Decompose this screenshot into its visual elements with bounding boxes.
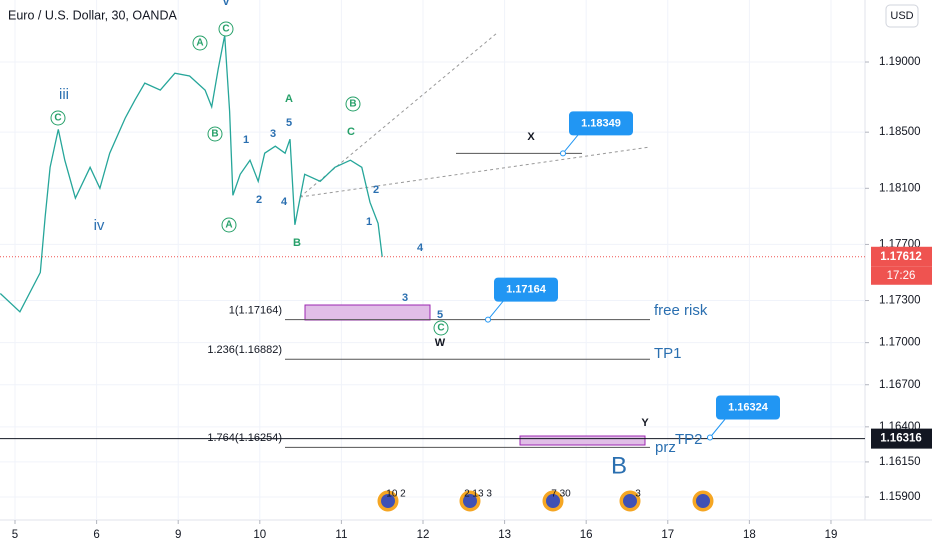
event-icon-inner (696, 494, 710, 508)
wave-label: 1 (243, 134, 249, 146)
x-tick-label: 9 (175, 529, 181, 541)
wave-label: B (349, 99, 356, 110)
wave-label: C (347, 126, 355, 138)
x-tick-label: 19 (825, 529, 838, 541)
callout-label: 1.16324 (728, 401, 769, 413)
chart-title: Euro / U.S. Dollar, 30, OANDA (8, 8, 177, 22)
fib-label: 1.236(1.16882) (207, 344, 282, 356)
wave-circle (192, 35, 208, 51)
x-tick-label: 16 (580, 529, 593, 541)
x-tick-label: 18 (743, 529, 756, 541)
wave-label: 2 (256, 194, 262, 206)
wave-label: A (285, 93, 293, 105)
axes: 1.190001.185001.181001.177001.173001.170… (0, 0, 921, 541)
crosshair-box (871, 428, 932, 449)
wave-circle (221, 217, 237, 233)
wave-label: 1 (366, 216, 372, 228)
wave-circle (345, 96, 361, 112)
callout-point (707, 434, 713, 441)
x-tick-label: 12 (417, 529, 430, 541)
wave-label: free risk (654, 302, 708, 319)
wave-label: C (437, 323, 444, 334)
callout-box (494, 277, 558, 302)
countdown-box (871, 266, 932, 285)
fib-label: 1.764(1.16254) (207, 432, 282, 444)
wave-label: Y (641, 417, 649, 429)
wave-label: A (196, 38, 203, 49)
callout-box (569, 111, 633, 136)
event-icon-inner (546, 494, 560, 508)
x-tick-label: 5 (12, 529, 18, 541)
y-tick-label: 1.19000 (879, 56, 921, 68)
y-tick-label: 1.17000 (879, 337, 921, 349)
y-tick-label: 1.15900 (879, 491, 921, 503)
wave-label: B (293, 237, 301, 249)
x-tick-label: 10 (253, 529, 266, 541)
zone-box (519, 435, 646, 446)
currency-badge[interactable] (885, 4, 919, 28)
x-tick-label: 6 (93, 529, 99, 541)
last-price-box (871, 246, 932, 267)
fib-label: 1(1.17164) (229, 305, 282, 317)
price-line (0, 35, 383, 313)
event-label: 3 (635, 489, 641, 500)
wave-label: v (223, 0, 230, 8)
event-icon-inner (463, 494, 477, 508)
event-label: 7 30 (551, 489, 571, 500)
x-tick-label: 11 (335, 529, 347, 541)
callout-box (716, 395, 780, 420)
wave-circle (218, 21, 234, 37)
countdown-label: 17:26 (887, 270, 916, 282)
wave-label: iii (59, 86, 69, 103)
y-tick-label: 1.16150 (879, 456, 921, 468)
y-tick-label: 1.18500 (879, 126, 921, 138)
wave-label: C (222, 24, 229, 35)
zone-box (304, 304, 431, 321)
wave-circle (50, 110, 66, 126)
currency: USD (890, 10, 913, 22)
crosshair-label: 1.16316 (880, 433, 922, 445)
wave-label: C (54, 113, 61, 124)
wave-label: prz (655, 439, 676, 456)
last-price-label: 1.17612 (880, 251, 922, 263)
event-icon-inner (381, 494, 395, 508)
callout-point (485, 316, 491, 323)
event-label: 2 13 3 (464, 489, 492, 500)
y-tick-label: 1.16700 (879, 379, 921, 391)
wave-label: 3 (270, 128, 276, 140)
wave-circle (207, 126, 223, 142)
callout-label: 1.18349 (581, 117, 621, 129)
event-icon-inner (623, 494, 637, 508)
wave-label: TP2 (675, 431, 703, 448)
trendline (299, 146, 651, 198)
callout-point (560, 150, 566, 157)
wave-label: TP1 (654, 345, 682, 362)
wave-label: iv (94, 217, 105, 234)
wave-label: 5 (437, 309, 443, 321)
x-tick-label: 13 (498, 529, 511, 541)
wave-label: B (211, 129, 218, 140)
wave-circle (433, 320, 449, 336)
wave-label: B (611, 452, 627, 479)
event-label: 10 2 (386, 489, 406, 500)
wave-label: 2 (373, 184, 379, 196)
y-tick-label: 1.18100 (879, 182, 921, 194)
wave-label: 4 (417, 242, 424, 254)
wave-label: W (435, 337, 446, 349)
x-tick-label: 17 (661, 529, 674, 541)
wave-label: 4 (281, 196, 288, 208)
wave-label: 5 (286, 117, 292, 129)
wave-label: X (527, 131, 535, 143)
wave-label: A (225, 220, 232, 231)
callout-label: 1.17164 (506, 284, 547, 296)
wave-label: 3 (402, 292, 408, 304)
y-tick-label: 1.17300 (879, 295, 921, 307)
